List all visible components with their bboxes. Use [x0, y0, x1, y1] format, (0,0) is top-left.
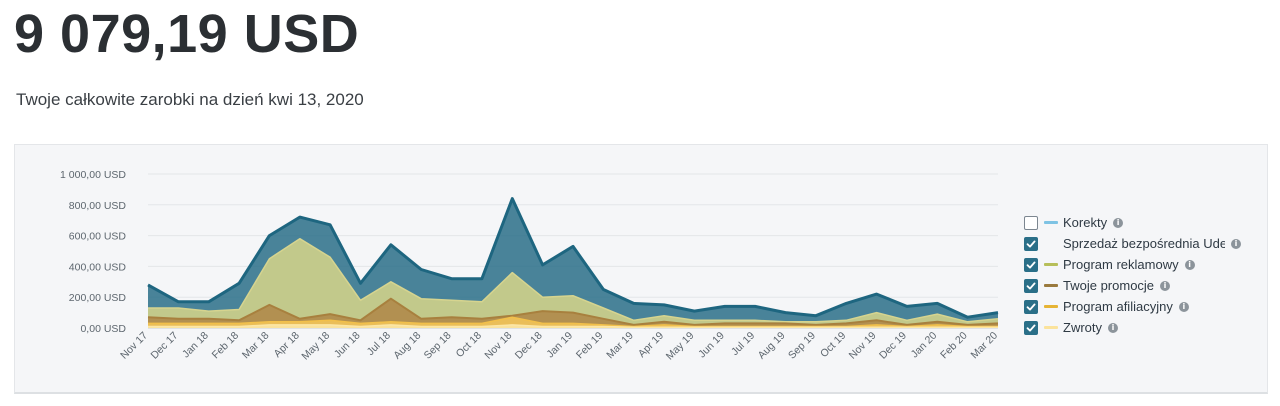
x-tick-label: Dec 17 [148, 330, 180, 362]
y-tick-label: 1 000,00 USD [60, 169, 126, 181]
legend-item-program-reklamowy[interactable]: Program reklamowy i [1024, 254, 1241, 275]
chart-lines [147, 197, 999, 328]
x-tick-label: Nov 18 [482, 330, 514, 362]
y-tick-label: 0,00 USD [80, 323, 126, 335]
x-tick-label: May 19 [664, 330, 697, 363]
legend-label-twoje-promocje: Twoje promocje [1063, 278, 1155, 293]
info-icon[interactable]: i [1113, 217, 1124, 228]
x-tick-label: Jun 19 [696, 330, 727, 361]
x-tick-label: Jun 18 [332, 330, 363, 361]
legend-item-sprzedaz-bezposrednia[interactable]: Sprzedaż bezpośrednia Udemy i [1024, 233, 1241, 254]
legend-label-program-reklamowy: Program reklamowy [1063, 257, 1179, 272]
legend-item-zwroty[interactable]: Zwroty i [1024, 317, 1241, 338]
total-earnings: 9 079,19 USD [14, 4, 360, 64]
legend-item-korekty[interactable]: Korekty i [1024, 212, 1241, 233]
legend-swatch-twoje-promocje [1044, 284, 1058, 287]
line-program-reklamowy [148, 237, 999, 323]
x-tick-label: Feb 20 [938, 330, 970, 362]
y-tick-label: 400,00 USD [69, 261, 127, 273]
check-icon [1026, 303, 1036, 310]
y-tick-label: 200,00 USD [69, 292, 127, 304]
info-icon[interactable]: i [1178, 301, 1189, 312]
x-tick-label: Feb 19 [574, 330, 606, 362]
info-icon[interactable]: i [1108, 322, 1118, 333]
legend-checkbox-program-reklamowy[interactable] [1024, 257, 1038, 272]
legend-label-zwroty: Zwroty [1063, 320, 1102, 335]
x-tick-label: Nov 19 [847, 330, 879, 362]
legend-label-korekty: Korekty [1063, 215, 1108, 230]
x-tick-label: Mar 19 [604, 330, 636, 362]
chart-panel [14, 144, 1268, 394]
legend-swatch-program-afiliacyjny [1044, 305, 1058, 308]
legend-swatch-zwroty [1044, 326, 1058, 329]
earnings-subtitle: Twoje całkowite zarobki na dzień kwi 13,… [16, 90, 364, 109]
legend-checkbox-korekty[interactable] [1024, 215, 1038, 230]
info-icon[interactable]: i [1231, 238, 1241, 249]
line-sprzeda-bezpo-rednia-udemy [147, 197, 999, 319]
legend-swatch-sprzedaz-bezposrednia [1044, 242, 1058, 245]
x-tick-label: Sep 19 [786, 330, 818, 362]
y-tick-label: 800,00 USD [69, 200, 127, 212]
x-tick-label: Apr 19 [636, 330, 666, 360]
check-icon [1026, 324, 1036, 331]
legend-checkbox-program-afiliacyjny[interactable] [1024, 299, 1038, 314]
chart-legend: Korekty i Sprzedaż bezpośrednia Udemy i … [1024, 212, 1241, 338]
x-tick-label: Dec 18 [513, 330, 545, 362]
legend-checkbox-sprzedaz-bezposrednia[interactable] [1024, 236, 1038, 251]
check-icon [1026, 282, 1036, 289]
x-tick-label: Jan 19 [544, 330, 575, 361]
x-tick-label: Aug 18 [391, 330, 423, 362]
y-tick-label: 600,00 USD [69, 231, 127, 243]
check-icon [1026, 240, 1036, 247]
legend-checkbox-zwroty[interactable] [1024, 320, 1038, 335]
line-program-afiliacyjny [148, 316, 998, 328]
x-tick-label: Jul 18 [365, 330, 393, 358]
x-tick-label: Jul 19 [729, 330, 757, 358]
x-tick-label: May 18 [299, 330, 332, 363]
legend-item-program-afiliacyjny[interactable]: Program afiliacyjny i [1024, 296, 1241, 317]
area-program-afiliacyjny [148, 317, 998, 328]
line-twoje-promocje [147, 297, 999, 326]
legend-swatch-program-reklamowy [1044, 263, 1058, 266]
line-zwroty [148, 324, 998, 328]
x-tick-label: Mar 20 [969, 330, 1001, 362]
area-sprzeda-bezpo-rednia-udemy [148, 198, 998, 328]
x-tick-label: Oct 18 [454, 330, 484, 360]
legend-label-sprzedaz-bezposrednia: Sprzedaż bezpośrednia Udemy [1063, 236, 1225, 251]
x-tick-label: Apr 18 [272, 330, 302, 360]
area-program-reklamowy [148, 238, 998, 328]
x-tick-label: Dec 19 [877, 330, 909, 362]
info-icon[interactable]: i [1184, 259, 1195, 270]
x-tick-label: Oct 19 [818, 330, 848, 360]
check-icon [1026, 261, 1036, 268]
x-tick-label: Aug 19 [756, 330, 788, 362]
info-icon[interactable]: i [1160, 280, 1171, 291]
y-axis-ticks: 0,00 USD 200,00 USD 400,00 USD 600,00 USD 80… [60, 169, 126, 335]
legend-item-twoje-promocje[interactable]: Twoje promocje i [1024, 275, 1241, 296]
x-tick-label: Sep 18 [422, 330, 454, 362]
legend-label-program-afiliacyjny: Program afiliacyjny [1063, 299, 1173, 314]
legend-checkbox-twoje-promocje[interactable] [1024, 278, 1038, 293]
x-tick-label: Mar 18 [240, 330, 272, 362]
legend-swatch-korekty [1044, 221, 1058, 224]
x-tick-label: Feb 18 [210, 330, 242, 362]
x-tick-label: Jan 18 [180, 330, 211, 361]
x-tick-label: Jan 20 [909, 330, 940, 361]
